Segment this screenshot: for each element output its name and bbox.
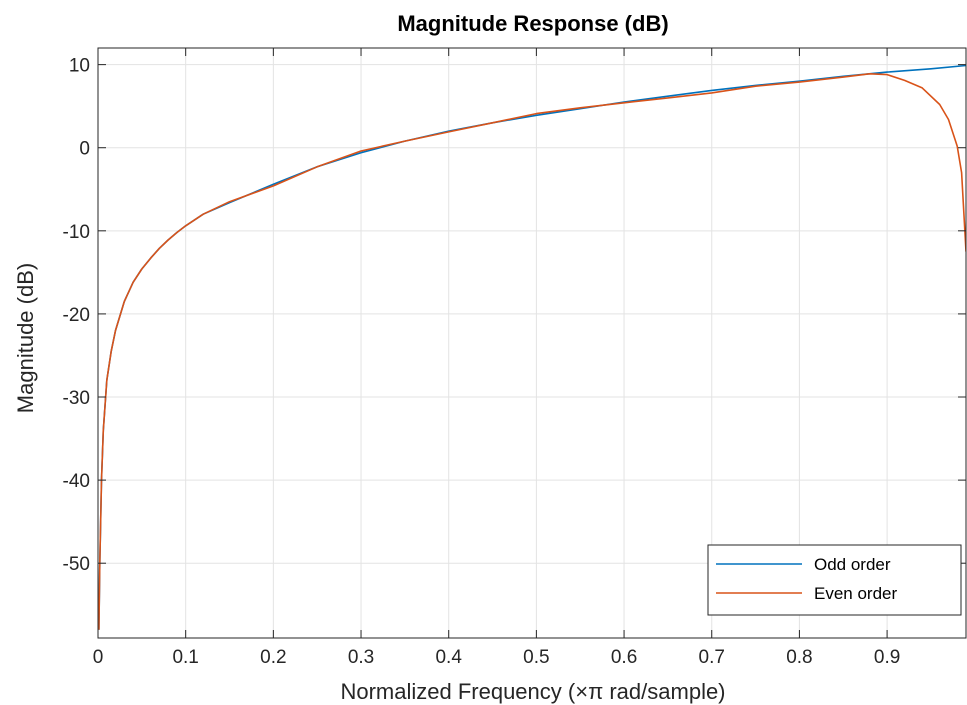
y-tick-label: -50 [63, 554, 90, 575]
legend-label-even-order: Even order [814, 584, 897, 603]
y-axis-label: Magnitude (dB) [13, 263, 38, 413]
y-tick-label: -30 [63, 388, 90, 409]
x-tick-label: 0.2 [260, 647, 286, 668]
x-tick-label: 0.9 [874, 647, 900, 668]
legend-box [707, 544, 962, 616]
y-tick-label: 10 [69, 56, 90, 77]
x-tick-label: 0.6 [611, 647, 637, 668]
chart-title: Magnitude Response (dB) [397, 11, 668, 36]
x-tick-label: 0.3 [348, 647, 374, 668]
x-axis-label: Normalized Frequency (×π rad/sample) [340, 679, 725, 704]
x-tick-label: 0.7 [699, 647, 725, 668]
x-tick-label: 0.5 [523, 647, 549, 668]
x-tick-label: 0 [93, 647, 104, 668]
y-tick-label: -20 [63, 305, 90, 326]
x-tick-labels: 0 0.1 0.2 0.3 0.4 0.5 0.6 0.7 0.8 0.9 [93, 647, 901, 668]
y-tick-labels: 10 0 -10 -20 -30 -40 -50 [63, 56, 90, 576]
axes-box [97, 47, 967, 639]
legend-label-odd-order: Odd order [814, 555, 891, 574]
x-tick-label: 0.1 [172, 647, 198, 668]
x-tick-label: 0.4 [435, 647, 462, 668]
grid-lines [97, 48, 966, 638]
legend: Odd order Even order [707, 544, 962, 616]
y-tick-label: -40 [63, 471, 90, 492]
series-line-even-order [98, 73, 966, 630]
plot-area [98, 64, 966, 630]
y-tick-label: -10 [63, 222, 90, 243]
y-tick-label: 0 [79, 139, 90, 160]
x-tick-label: 0.8 [786, 647, 812, 668]
axis-ticks [97, 48, 966, 638]
